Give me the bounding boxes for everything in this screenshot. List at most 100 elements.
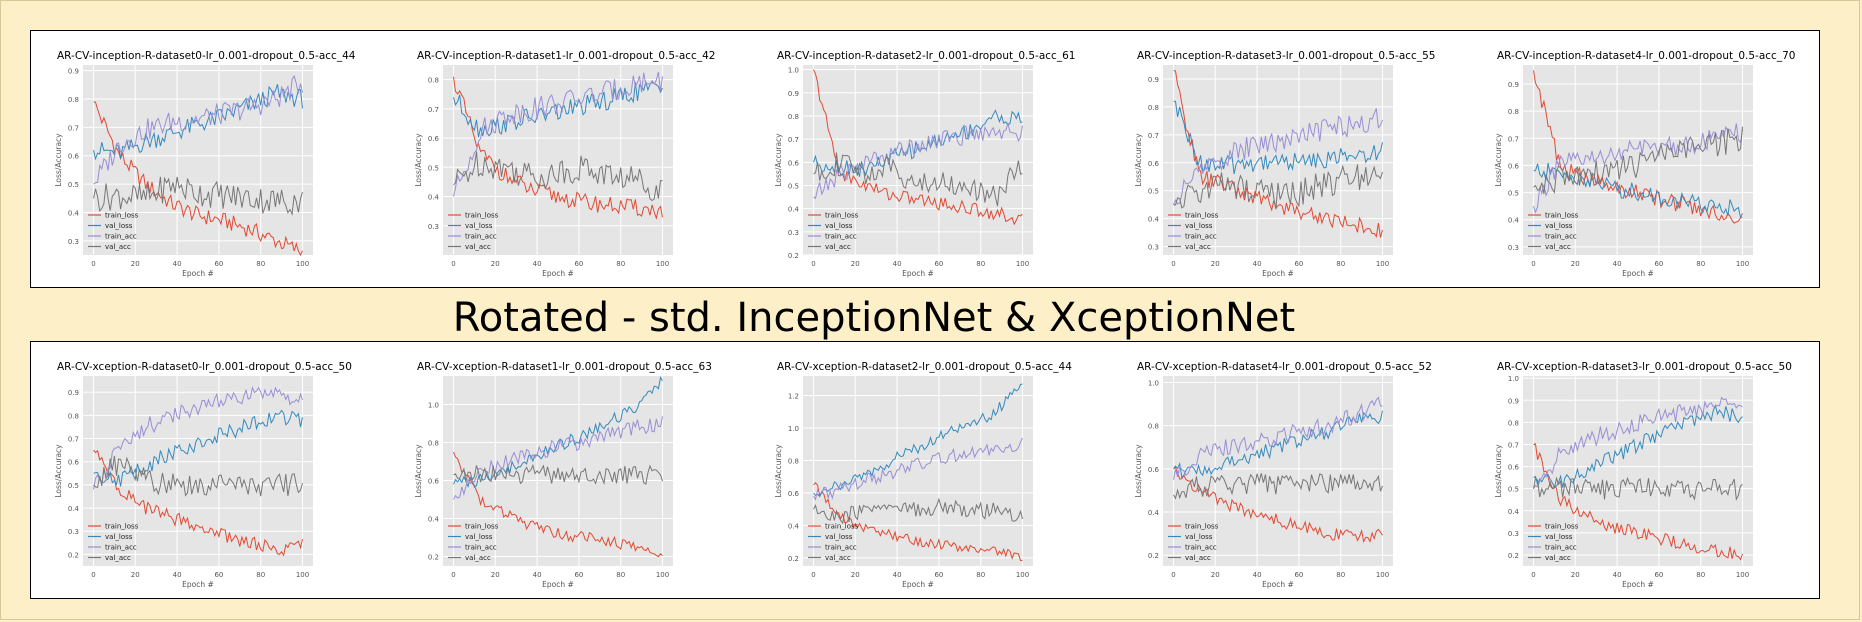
x-axis-label: Epoch #	[902, 269, 934, 278]
x-tick-label: 20	[131, 571, 140, 579]
series-train-loss	[453, 76, 663, 220]
chart-inception-1: AR-CV-inception-R-dataset1-lr_0.001-drop…	[414, 50, 715, 278]
x-axis-label: Epoch #	[1622, 580, 1654, 589]
series-val-acc	[813, 152, 1023, 207]
x-tick-label: 100	[656, 260, 669, 268]
y-tick-label: 0.4	[1508, 217, 1520, 225]
y-tick-label: 0.2	[68, 551, 79, 559]
y-tick-label: 1.0	[1148, 379, 1159, 387]
series-train-acc	[93, 386, 303, 490]
chart-title: AR-CV-xception-R-dataset2-lr_0.001-dropo…	[777, 361, 1072, 373]
x-tick-label: 20	[131, 260, 140, 268]
y-tick-label: 0.4	[68, 209, 80, 217]
inception-charts: AR-CV-inception-R-dataset0-lr_0.001-drop…	[54, 50, 1795, 278]
y-tick-label: 0.8	[1508, 419, 1519, 427]
y-axis-label: Loss/Accuracy	[774, 133, 783, 187]
legend-label: train_loss	[105, 212, 139, 220]
legend-label: train_acc	[825, 544, 857, 552]
series-train-loss	[93, 449, 303, 557]
series-train-loss	[453, 451, 663, 558]
x-tick-label: 60	[574, 260, 583, 268]
series-val-acc	[1533, 126, 1743, 194]
y-tick-label: 0.8	[428, 440, 439, 448]
series-train-acc	[813, 121, 1023, 200]
y-axis-label: Loss/Accuracy	[1134, 133, 1143, 187]
legend: train_loss val_loss train_acc val_acc	[808, 212, 859, 251]
x-tick-label: 100	[1016, 260, 1029, 268]
legend-label: val_acc	[465, 243, 491, 251]
series-train-acc	[93, 74, 303, 185]
legend-label: val_acc	[1545, 554, 1571, 562]
y-tick-label: 0.6	[788, 490, 800, 498]
x-tick-label: 20	[1571, 571, 1580, 579]
y-tick-label: 0.4	[788, 522, 800, 530]
series-train-acc	[1173, 108, 1383, 205]
x-tick-label: 0	[1171, 571, 1175, 579]
series-val-acc	[813, 497, 1023, 525]
x-tick-label: 0	[1531, 571, 1535, 579]
y-axis-label: Loss/Accuracy	[1494, 444, 1503, 498]
legend-label: val_loss	[1545, 533, 1573, 541]
x-tick-label: 100	[296, 571, 309, 579]
legend-label: train_acc	[825, 233, 857, 241]
y-tick-label: 0.4	[68, 505, 80, 513]
y-tick-label: 0.7	[788, 136, 799, 144]
legend-label: train_acc	[465, 233, 497, 241]
y-tick-label: 0.8	[1148, 104, 1159, 112]
x-tick-label: 0	[451, 571, 455, 579]
legend-label: train_acc	[465, 544, 497, 552]
legend-label: train_acc	[1545, 544, 1577, 552]
y-tick-label: 0.9	[1508, 81, 1519, 89]
legend-label: train_loss	[465, 212, 499, 220]
x-tick-label: 80	[256, 260, 265, 268]
chart-xception-3: AR-CV-xception-R-dataset4-lr_0.001-dropo…	[1134, 361, 1432, 589]
x-tick-label: 80	[976, 260, 985, 268]
x-tick-label: 80	[616, 260, 625, 268]
y-tick-label: 0.8	[428, 77, 439, 85]
legend: train_loss val_loss train_acc val_acc	[1528, 523, 1579, 562]
legend-label: val_loss	[465, 222, 493, 230]
y-tick-label: 0.4	[1148, 509, 1160, 517]
legend-label: train_acc	[1545, 233, 1577, 241]
x-axis-label: Epoch #	[1262, 269, 1294, 278]
y-tick-label: 0.2	[788, 252, 799, 260]
y-tick-label: 0.6	[1148, 466, 1160, 474]
x-tick-label: 100	[1016, 571, 1029, 579]
y-axis-label: Loss/Accuracy	[1494, 133, 1503, 187]
x-tick-label: 60	[574, 571, 583, 579]
x-tick-label: 80	[1336, 260, 1345, 268]
x-tick-label: 40	[173, 571, 182, 579]
series-train-loss	[93, 101, 303, 257]
chart-title: AR-CV-inception-R-dataset4-lr_0.001-drop…	[1497, 50, 1795, 62]
legend-label: val_acc	[825, 554, 851, 562]
y-tick-label: 0.5	[1508, 486, 1519, 494]
chart-xception-2: AR-CV-xception-R-dataset2-lr_0.001-dropo…	[774, 361, 1072, 589]
legend-label: train_loss	[105, 523, 139, 531]
series-train-loss	[1533, 443, 1743, 561]
x-tick-label: 20	[491, 571, 500, 579]
x-tick-label: 20	[1211, 571, 1220, 579]
y-tick-label: 0.5	[788, 182, 799, 190]
series-train-acc	[1173, 396, 1383, 480]
xception-panel: AR-CV-xception-R-dataset0-lr_0.001-dropo…	[30, 341, 1820, 599]
series-val-loss	[93, 409, 303, 487]
x-axis-label: Epoch #	[902, 580, 934, 589]
y-tick-label: 0.8	[788, 113, 799, 121]
y-tick-label: 0.6	[788, 159, 800, 167]
series-train-acc	[453, 416, 663, 500]
legend-label: val_loss	[825, 533, 853, 541]
x-tick-label: 80	[1696, 260, 1705, 268]
legend-label: train_acc	[105, 544, 137, 552]
y-axis-label: Loss/Accuracy	[1134, 444, 1143, 498]
legend-label: train_loss	[825, 212, 859, 220]
legend-label: val_loss	[105, 222, 133, 230]
x-tick-label: 80	[1696, 571, 1705, 579]
legend-label: train_loss	[1545, 523, 1579, 531]
y-tick-label: 0.6	[428, 478, 440, 486]
legend: train_loss val_loss train_acc val_acc	[1528, 212, 1579, 251]
plot-area	[1523, 65, 1753, 255]
chart-title: AR-CV-xception-R-dataset1-lr_0.001-dropo…	[417, 361, 712, 373]
x-tick-label: 0	[451, 260, 455, 268]
legend-label: val_loss	[105, 533, 133, 541]
